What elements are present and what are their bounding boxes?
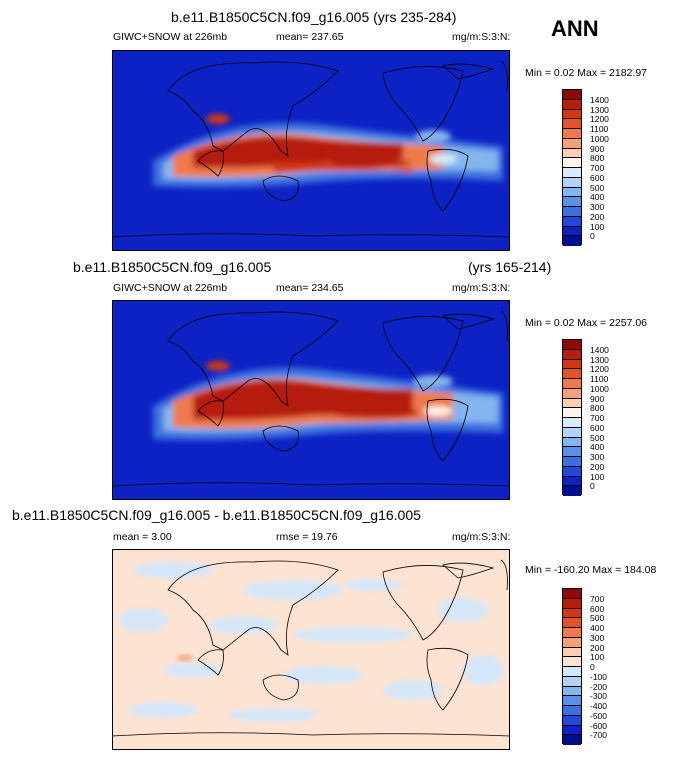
panel1-cb-label: 1300 — [590, 105, 609, 115]
panel1-cb-label: 900 — [590, 144, 605, 154]
panel2-colorbar — [562, 339, 582, 496]
panel1-field-label: GIWC+SNOW at 226mb — [113, 31, 228, 43]
panel3-cb-label: -100 — [590, 672, 608, 682]
panel3-cb-label: 0 — [590, 662, 595, 672]
panel2-units-label: mg/m:S:3:N: — [452, 282, 511, 294]
panel1-cb-label: 600 — [590, 173, 605, 183]
panel2-field-label: GIWC+SNOW at 226mb — [113, 282, 228, 294]
panel3-map — [112, 549, 510, 750]
panel1-cb-label: 1000 — [590, 134, 609, 144]
panel3-cb-label: 200 — [590, 643, 605, 653]
panel2-cb-label: 400 — [590, 442, 605, 452]
panel3-cb-label: -600 — [590, 721, 608, 731]
season-label: ANN — [551, 16, 599, 41]
panel2-cb-label: 1100 — [590, 374, 609, 384]
panel3-cb-label: -700 — [590, 730, 608, 740]
panel2-cb-label: 200 — [590, 462, 605, 472]
panel2-mean-label: mean= 234.65 — [276, 282, 344, 294]
panel3-mean-label: mean = 3.00 — [113, 531, 172, 543]
panel2-cb-label: 0 — [590, 481, 595, 491]
panel3-rmse-label: rmse = 19.76 — [276, 531, 338, 543]
panel3-cb-label: -300 — [590, 691, 608, 701]
panel3-title: b.e11.B1850C5CN.f09_g16.005 - b.e11.B185… — [12, 507, 421, 523]
panel1-cb-label: 400 — [590, 192, 605, 202]
panel3-cb-label: -500 — [590, 711, 608, 721]
panel3-cb-label: 500 — [590, 613, 605, 623]
panel1-title: b.e11.B1850C5CN.f09_g16.005 (yrs 235-284… — [171, 9, 457, 25]
panel2-cb-label: 500 — [590, 433, 605, 443]
panel1-map — [112, 50, 510, 251]
panel2-cb-label: 1000 — [590, 384, 609, 394]
panel1-cb-label: 200 — [590, 212, 605, 222]
panel1-colorbar — [562, 89, 582, 246]
panel2-cb-label: 600 — [590, 423, 605, 433]
panel3-cb-label: 400 — [590, 623, 605, 633]
panel3-cb-label: 600 — [590, 604, 605, 614]
panel1-cb-label: 100 — [590, 222, 605, 232]
panel2-cb-label: 700 — [590, 413, 605, 423]
panel2-title: b.e11.B1850C5CN.f09_g16.005 — [73, 259, 272, 275]
panel1-cb-label: 700 — [590, 163, 605, 173]
panel1-cb-label: 500 — [590, 183, 605, 193]
panel2-cb-label: 1300 — [590, 355, 609, 365]
panel2-map — [112, 300, 510, 500]
panel3-minmax-label: Min = -160.20 Max = 184.08 — [525, 564, 657, 576]
panel3-cb-label: 100 — [590, 652, 605, 662]
panel1-mean-label: mean= 237.65 — [276, 31, 344, 43]
panel2-cb-label: 300 — [590, 452, 605, 462]
panel3-cb-label: -200 — [590, 682, 608, 692]
panel3-units-label: mg/m:S:3:N: — [452, 531, 511, 543]
panel1-cb-label: 1100 — [590, 124, 609, 134]
panel2-minmax-label: Min = 0.02 Max = 2257.06 — [525, 317, 647, 329]
panel2-cb-label: 900 — [590, 394, 605, 404]
panel3-cb-label: -400 — [590, 701, 608, 711]
panel1-minmax-label: Min = 0.02 Max = 2182.97 — [525, 67, 647, 79]
panel2-years: (yrs 165-214) — [468, 259, 552, 275]
panel2-cb-label: 1200 — [590, 364, 609, 374]
panel1-cb-label: 1200 — [590, 114, 609, 124]
panel1-cb-label: 1400 — [590, 95, 609, 105]
panel2-cb-label: 100 — [590, 472, 605, 482]
panel1-cb-label: 800 — [590, 153, 605, 163]
panel1-cb-label: 0 — [590, 231, 595, 241]
panel1-units-label: mg/m:S:3:N: — [452, 31, 511, 43]
panel3-cb-label: 700 — [590, 594, 605, 604]
panel3-colorbar — [562, 588, 582, 745]
panel1-cb-label: 300 — [590, 202, 605, 212]
panel2-cb-label: 800 — [590, 403, 605, 413]
panel2-cb-label: 1400 — [590, 345, 609, 355]
panel3-cb-label: 300 — [590, 633, 605, 643]
